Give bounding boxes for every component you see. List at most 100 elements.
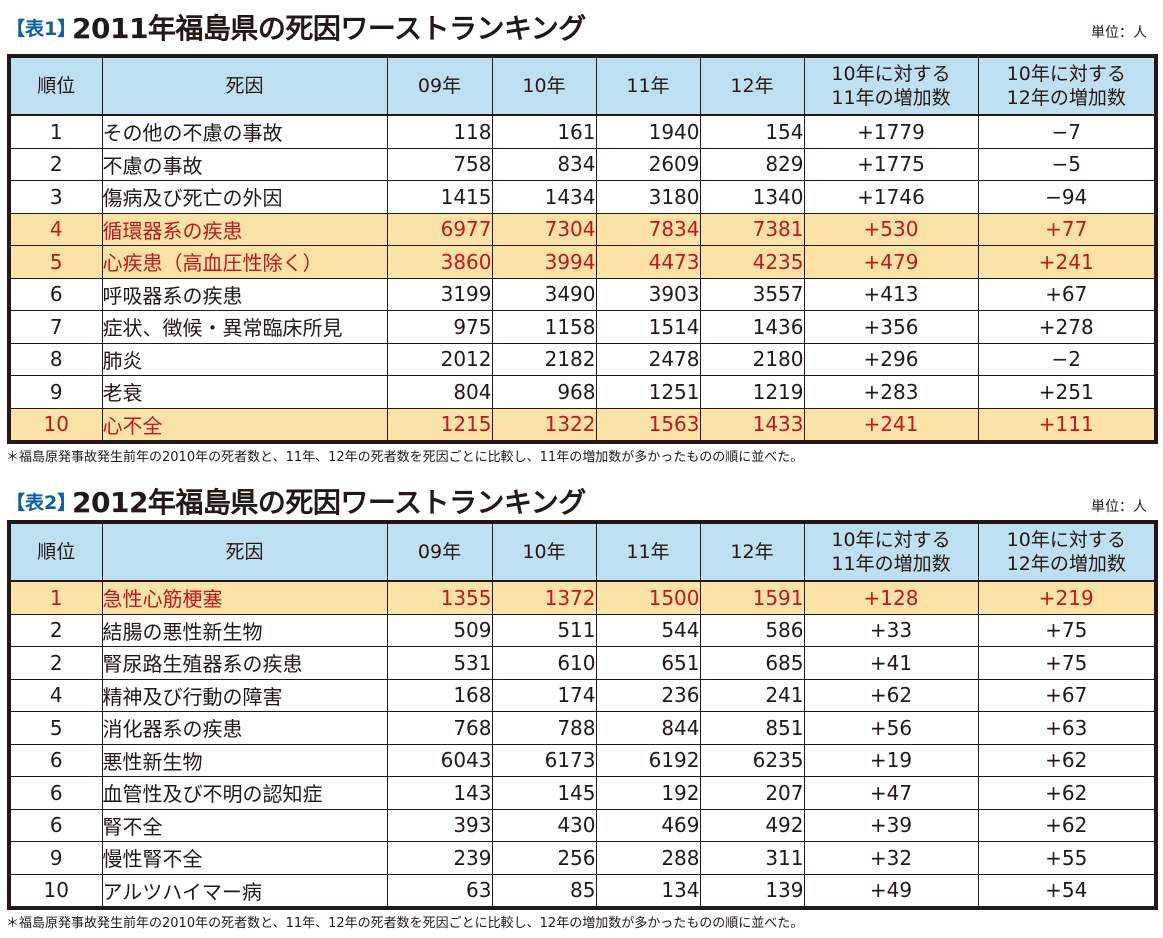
- y09-cell: 804: [386, 375, 493, 409]
- inc11-cell: +530: [803, 213, 979, 246]
- rank-cell: 6: [8, 776, 103, 810]
- column-header-6: 10年に対する 11年の増加数: [803, 521, 979, 582]
- y12-cell: 7381: [699, 213, 805, 246]
- y10-cell: 968: [491, 375, 597, 409]
- rank-cell: 6: [8, 278, 103, 311]
- y10-cell: 834: [491, 148, 597, 181]
- y12-cell: 2180: [699, 343, 805, 376]
- cause-cell: アルツハイマー病: [101, 874, 388, 909]
- inc12-cell: +219: [977, 581, 1157, 615]
- y11-cell: 651: [595, 646, 701, 680]
- inc11-cell: +479: [803, 245, 979, 279]
- cause-cell: 腎不全: [101, 809, 388, 842]
- inc12-cell: −7: [977, 115, 1157, 149]
- y12-cell: 1219: [699, 375, 805, 409]
- inc12-cell: +241: [977, 245, 1157, 279]
- table-row: 4 循環器系の疾患 6977 7304 7834 7381 +530 +77: [8, 213, 1157, 246]
- inc12-cell: +55: [977, 841, 1157, 875]
- y11-cell: 192: [595, 776, 701, 810]
- y09-cell: 2012: [386, 343, 493, 376]
- y10-cell: 610: [491, 646, 597, 680]
- rank-cell: 10: [8, 408, 103, 443]
- y09-cell: 3199: [386, 278, 493, 311]
- inc12-cell: +67: [977, 679, 1157, 712]
- rank-cell: 9: [8, 375, 103, 409]
- y09-cell: 1215: [386, 408, 493, 443]
- inc11-cell: +241: [803, 408, 979, 443]
- inc12-cell: +77: [977, 213, 1157, 246]
- inc11-cell: +1779: [803, 115, 979, 149]
- table-row: 6 血管性及び不明の認知症 143 145 192 207 +47 +62: [8, 776, 1157, 810]
- inc11-cell: +56: [803, 711, 979, 745]
- rank-cell: 2: [8, 646, 103, 680]
- column-header-2: 09年: [386, 521, 493, 582]
- column-header-4: 11年: [595, 521, 701, 582]
- rank-cell: 9: [8, 841, 103, 875]
- column-header-7: 10年に対する 12年の増加数: [977, 521, 1157, 582]
- inc11-cell: +39: [803, 809, 979, 842]
- y11-cell: 6192: [595, 744, 701, 777]
- y11-cell: 4473: [595, 245, 701, 279]
- inc11-cell: +32: [803, 841, 979, 875]
- table2-note: ＊福島原発事故発生前年の2010年の死者数と、11年、12年の死者数を死因ごとに…: [6, 916, 804, 931]
- y09-cell: 143: [386, 776, 493, 810]
- y12-cell: 4235: [699, 245, 805, 279]
- rank-cell: 4: [8, 679, 103, 712]
- column-header-2: 09年: [386, 55, 493, 116]
- table-row: 2 腎尿路生殖器系の疾患 531 610 651 685 +41 +75: [8, 646, 1157, 680]
- y10-cell: 161: [491, 115, 597, 149]
- inc11-cell: +62: [803, 679, 979, 712]
- inc12-cell: +111: [977, 408, 1157, 443]
- inc11-cell: +413: [803, 278, 979, 311]
- table2-unit: 単位：人: [1091, 499, 1147, 515]
- cause-cell: 消化器系の疾患: [101, 711, 388, 745]
- table-row: 7 症状、徴候・異常臨床所見 975 1158 1514 1436 +356 +278: [8, 310, 1157, 344]
- table-row: 10 心不全 1215 1322 1563 1433 +241 +111: [8, 408, 1157, 443]
- inc12-cell: +75: [977, 646, 1157, 680]
- y12-cell: 1591: [699, 581, 805, 615]
- y10-cell: 6173: [491, 744, 597, 777]
- cause-cell: 精神及び行動の障害: [101, 679, 388, 712]
- y10-cell: 2182: [491, 343, 597, 376]
- y12-cell: 241: [699, 679, 805, 712]
- y10-cell: 256: [491, 841, 597, 875]
- y11-cell: 1514: [595, 310, 701, 344]
- y09-cell: 975: [386, 310, 493, 344]
- rank-cell: 3: [8, 180, 103, 214]
- table-row: 1 その他の不慮の事故 118 161 1940 154 +1779 −7: [8, 115, 1157, 149]
- inc11-cell: +47: [803, 776, 979, 810]
- y11-cell: 469: [595, 809, 701, 842]
- y12-cell: 3557: [699, 278, 805, 311]
- inc12-cell: −94: [977, 180, 1157, 214]
- table2-titlebar: 【表2】 2012年福島県の死因ワーストランキング 単位：人: [0, 478, 1163, 519]
- y12-cell: 139: [699, 874, 805, 909]
- rank-cell: 2: [8, 148, 103, 181]
- table-row: 10 アルツハイマー病 63 85 134 139 +49 +54: [8, 874, 1157, 909]
- cause-cell: 循環器系の疾患: [101, 213, 388, 246]
- rank-cell: 2: [8, 614, 103, 647]
- inc11-cell: +296: [803, 343, 979, 376]
- cause-cell: 肺炎: [101, 343, 388, 376]
- rank-cell: 10: [8, 874, 103, 909]
- column-header-3: 10年: [491, 55, 597, 116]
- inc12-cell: +63: [977, 711, 1157, 745]
- cause-cell: 悪性新生物: [101, 744, 388, 777]
- inc12-cell: +62: [977, 809, 1157, 842]
- cause-cell: 血管性及び不明の認知症: [101, 776, 388, 810]
- y10-cell: 788: [491, 711, 597, 745]
- y09-cell: 758: [386, 148, 493, 181]
- column-header-5: 12年: [699, 521, 805, 582]
- y12-cell: 1436: [699, 310, 805, 344]
- y12-cell: 6235: [699, 744, 805, 777]
- y10-cell: 3994: [491, 245, 597, 279]
- cause-cell: 不慮の事故: [101, 148, 388, 181]
- y11-cell: 1563: [595, 408, 701, 443]
- rank-cell: 7: [8, 310, 103, 344]
- y10-cell: 511: [491, 614, 597, 647]
- y11-cell: 1500: [595, 581, 701, 615]
- y09-cell: 531: [386, 646, 493, 680]
- inc11-cell: +19: [803, 744, 979, 777]
- inc11-cell: +49: [803, 874, 979, 909]
- table2-title: 2012年福島県の死因ワーストランキング: [72, 486, 586, 519]
- table-row: 1 急性心筋梗塞 1355 1372 1500 1591 +128 +219: [8, 581, 1157, 615]
